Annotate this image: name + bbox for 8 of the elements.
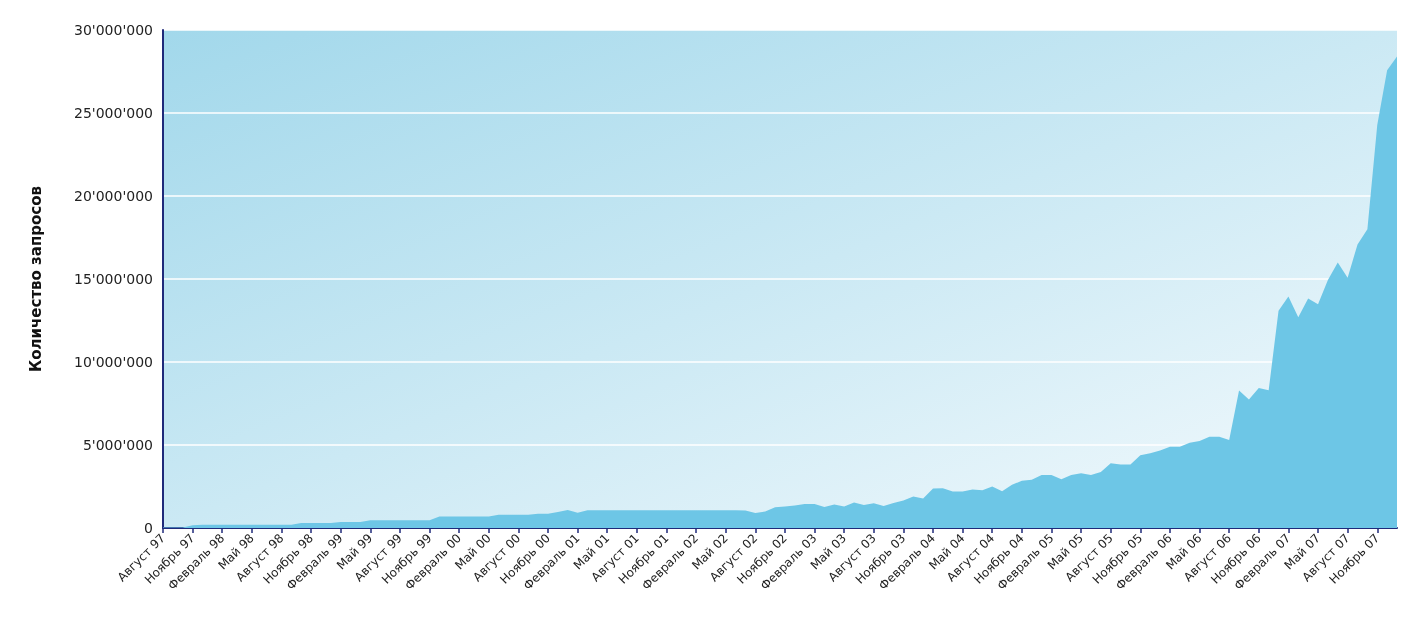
y-axis-title: Количество запросов bbox=[26, 185, 45, 373]
y-tick-label: 30'000'000 bbox=[74, 22, 153, 38]
y-tick-label: 0 bbox=[144, 520, 153, 536]
y-tick-label: 25'000'000 bbox=[74, 105, 153, 121]
y-tick-label: 20'000'000 bbox=[74, 188, 153, 204]
y-tick-label: 10'000'000 bbox=[74, 354, 153, 370]
y-tick-label: 15'000'000 bbox=[74, 271, 153, 287]
y-tick-label: 5'000'000 bbox=[82, 437, 153, 453]
